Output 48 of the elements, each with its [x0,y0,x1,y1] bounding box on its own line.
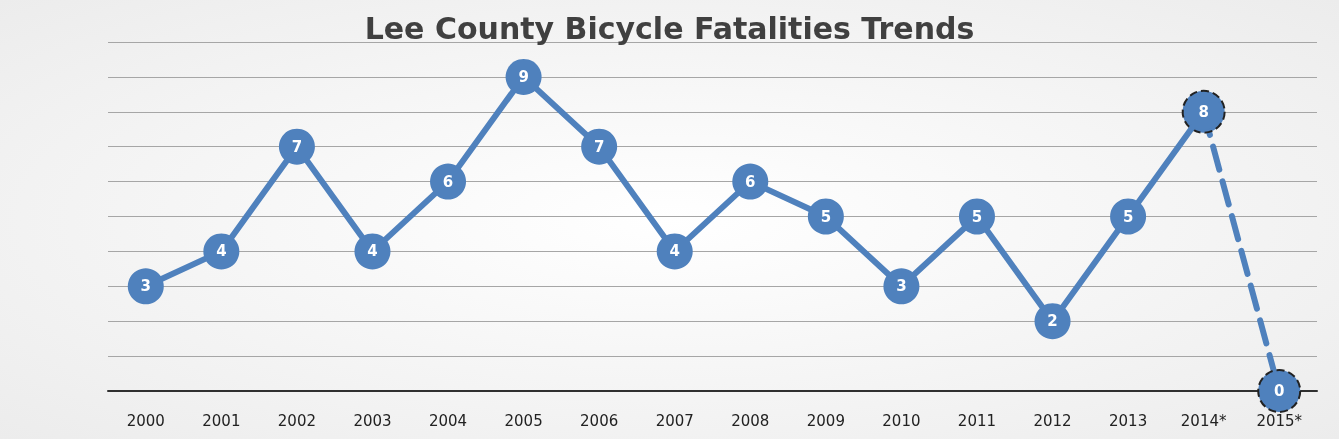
point [1034,303,1071,340]
x-tick-label: 2011 [957,411,997,430]
point [807,198,844,235]
x-tick-label: 2013 [1109,411,1148,430]
point [354,233,391,270]
x-tick-label: 2000 [126,411,165,430]
data-label: 6 [745,172,756,191]
x-tick-label: 2006 [580,411,619,430]
x-tick-label: 2010 [882,411,921,430]
x-tick-label: 2014* [1180,411,1227,430]
x-tick-label: 2012 [1033,411,1072,430]
point [1257,369,1302,413]
point [656,233,693,270]
x-tick-label: 2002 [277,411,316,430]
point [505,58,542,95]
x-tick-label: 2009 [806,411,845,430]
point [278,128,315,165]
x-tick-label: 2008 [731,411,770,430]
x-tick-label: 2007 [655,411,694,430]
point [430,163,467,200]
data-label: 4 [216,242,227,261]
data-label: 5 [820,207,832,226]
data-label: 8 [1198,102,1209,121]
point [127,268,164,305]
data-label: 5 [971,207,983,226]
point [581,128,618,165]
x-tick-label: 2003 [353,411,392,430]
x-tick-label: 2004 [428,411,468,430]
point [732,163,769,200]
data-label: 3 [896,277,907,296]
data-label: 7 [291,137,303,156]
data-label: 2 [1047,312,1058,331]
data-label: 3 [140,277,151,296]
x-tick-label: 2015* [1256,411,1303,430]
x-tick-label: 2001 [202,411,241,430]
chart-title: Lee County Bicycle Fatalities Trends [364,10,975,46]
data-label: 9 [518,67,529,86]
data-label: 4 [669,242,680,261]
data-label: 5 [1122,207,1134,226]
point [883,268,920,305]
data-label: 0 [1274,382,1285,400]
data-label: 6 [442,172,454,191]
point [1110,198,1147,235]
point [959,198,995,235]
data-label: 4 [367,242,378,261]
point [203,233,240,270]
x-tick-label: 2005 [504,411,543,430]
data-label: 7 [593,137,605,156]
